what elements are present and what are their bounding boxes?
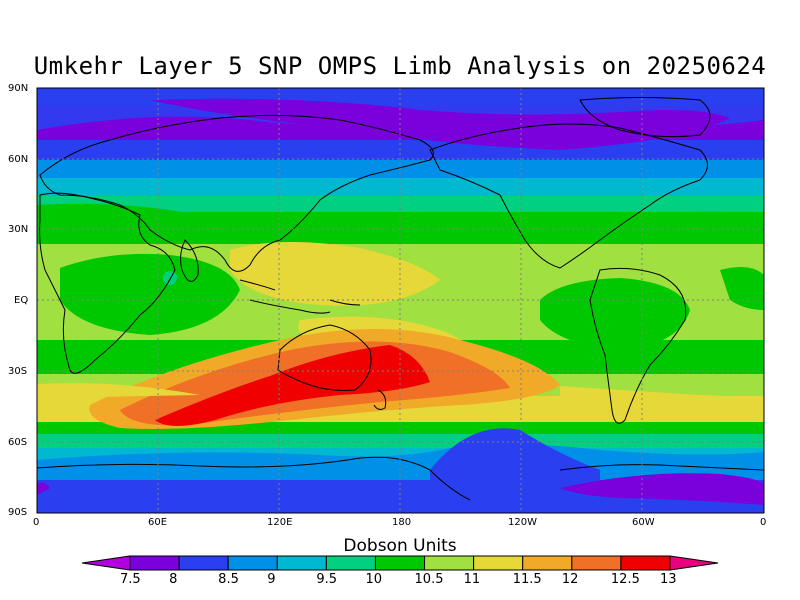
colorbar-arrow-high [669,555,719,571]
lat-label-60n: 60N [8,154,29,165]
colorbar-tick-label: 13 [660,572,677,587]
colorbar-swatch [325,555,376,571]
lon-label-60e: 60E [148,517,168,528]
colorbar-tick-label: 9 [267,572,276,587]
coastlines [37,97,764,501]
colorbar-swatch [522,555,573,571]
lon-label-0-east: 0 [760,517,767,528]
lon-label-120e: 120E [267,517,293,528]
map-frame [36,87,765,514]
map-title: Umkehr Layer 5 SNP OMPS Limb Analysis on… [33,52,767,80]
lon-label-180: 180 [392,517,412,528]
colorbar-swatch [227,555,278,571]
colorbar [81,555,719,571]
colorbar-title: Dobson Units [343,536,457,556]
gridlines [37,88,764,513]
colorbar-swatch [178,555,229,571]
lat-label-60s: 60S [8,437,28,448]
colorbar-tick-label: 8.5 [218,572,239,587]
lat-label-90n: 90N [8,83,29,94]
colorbar-tick-label: 10 [365,572,382,587]
lon-label-60w: 60W [632,517,655,528]
colorbar-swatch [424,555,475,571]
colorbar-tick-label: 12 [561,572,579,587]
colorbar-tick-label: 11.5 [512,572,542,587]
colorbar-swatch [276,555,327,571]
colorbar-tick-label: 9.5 [316,572,338,587]
colorbar-swatch [571,555,622,571]
colorbar-swatch [374,555,426,571]
colorbar-arrow-low [81,555,131,571]
colorbar-tick-label: 11 [463,572,481,587]
lat-label-90s: 90S [8,507,28,518]
lat-label-30n: 30N [8,224,29,235]
colorbar-tick-label: 10.5 [414,572,444,587]
lat-label-30s: 30S [8,366,28,377]
colorbar-swatch [129,555,180,571]
lon-label-120w: 120W [508,517,537,528]
colorbar-swatch [620,555,671,571]
colorbar-tick-label: 12.5 [610,572,640,587]
lat-label-eq: EQ [14,295,29,306]
colorbar-tick-label: 7.5 [120,572,141,587]
colorbar-swatch [473,555,524,571]
colorbar-tick-label: 8 [169,572,178,587]
lon-label-0: 0 [33,517,40,528]
